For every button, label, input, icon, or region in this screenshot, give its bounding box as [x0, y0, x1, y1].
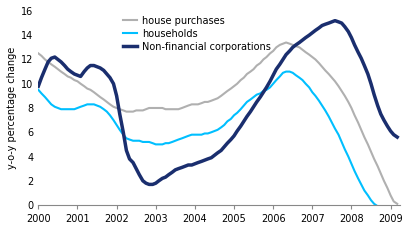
households	[284, 70, 289, 73]
house purchases	[170, 108, 175, 111]
house purchases	[36, 52, 41, 55]
Non-financial corporations	[206, 158, 210, 160]
Non-financial corporations	[332, 19, 337, 22]
house purchases	[385, 187, 390, 189]
house purchases	[202, 100, 207, 103]
households	[36, 88, 41, 91]
households	[385, 210, 390, 213]
Y-axis label: y-o-y percentage change: y-o-y percentage change	[7, 47, 17, 169]
households	[170, 141, 175, 143]
Line: house purchases: house purchases	[38, 43, 397, 204]
Line: households: households	[38, 72, 397, 211]
households	[395, 209, 399, 211]
Non-financial corporations	[248, 110, 253, 113]
Non-financial corporations	[117, 113, 122, 116]
households	[127, 138, 132, 141]
Non-financial corporations	[388, 130, 393, 132]
Non-financial corporations	[147, 183, 152, 186]
households	[245, 100, 249, 103]
Line: Non-financial corporations: Non-financial corporations	[38, 21, 397, 184]
households	[117, 128, 122, 131]
house purchases	[117, 108, 122, 111]
households	[388, 210, 393, 213]
house purchases	[127, 110, 132, 113]
Legend: house purchases, households, Non-financial corporations: house purchases, households, Non-financi…	[123, 16, 271, 52]
Non-financial corporations	[173, 168, 178, 171]
house purchases	[395, 202, 399, 205]
Non-financial corporations	[36, 85, 41, 88]
house purchases	[245, 73, 249, 75]
house purchases	[284, 41, 289, 44]
Non-financial corporations	[395, 136, 399, 139]
households	[202, 132, 207, 135]
Non-financial corporations	[127, 158, 132, 160]
